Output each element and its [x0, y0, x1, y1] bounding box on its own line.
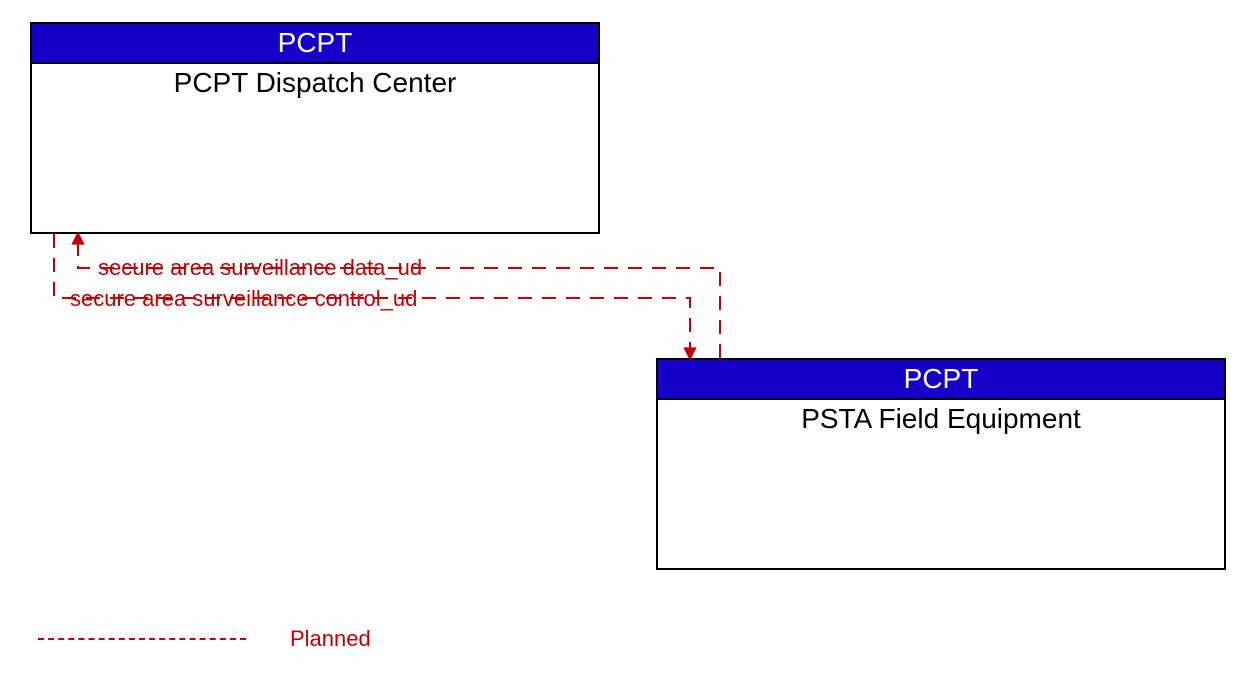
node-field-equipment: PCPT PSTA Field Equipment	[656, 358, 1226, 570]
flow-label-control: secure area surveillance control_ud	[70, 286, 417, 312]
node-dispatch-center: PCPT PCPT Dispatch Center	[30, 22, 600, 234]
node-field-header: PCPT	[658, 360, 1224, 398]
node-dispatch-title: PCPT Dispatch Center	[32, 62, 598, 102]
node-field-title: PSTA Field Equipment	[658, 398, 1224, 438]
flow-label-data: secure area surveillance data_ud	[98, 255, 422, 281]
legend-line-planned	[38, 638, 246, 640]
legend-label-planned: Planned	[290, 626, 371, 652]
node-dispatch-header: PCPT	[32, 24, 598, 62]
